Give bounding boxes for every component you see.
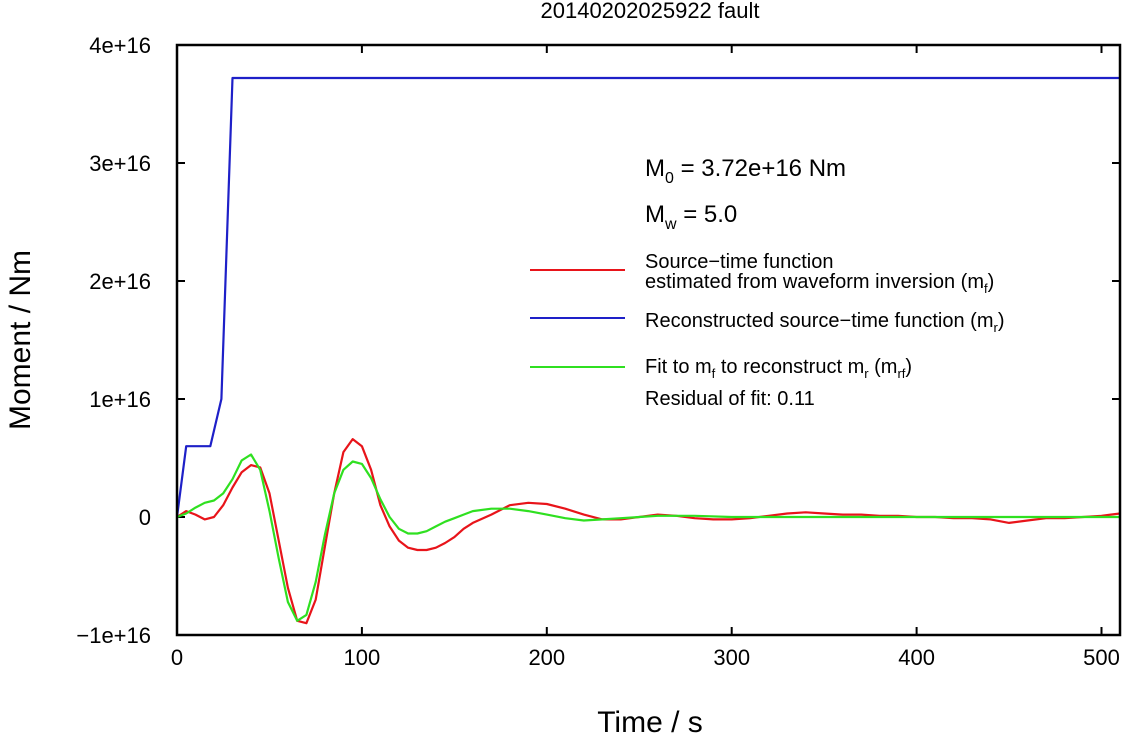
plot-frame [175,43,1122,637]
x-tick-label: 400 [898,645,935,670]
y-tick-label: −1e+16 [76,623,151,648]
x-tick-label: 300 [713,645,750,670]
series-line-mrf [177,453,1120,622]
y-axis-ticks: −1e+16 0 1e+16 2e+16 3e+16 4e+16 [76,33,1120,648]
x-axis-label: Time / s [597,706,703,735]
legend-mf-line1: Source−time function [645,251,833,273]
series-line-mr [177,76,1120,518]
series-lines [177,76,1120,625]
x-axis-ticks: 0 100 200 300 400 500 [171,45,1120,670]
y-axis-label: Moment / Nm [4,250,37,430]
residual-annotation: Residual of fit: 0.11 [645,388,815,410]
legend-mrf: Fit to mf to reconstruct mr (mrf) [645,356,912,381]
y-tick-label: 0 [139,505,151,530]
legend-mr: Reconstructed source−time function (mr) [645,310,1005,335]
x-tick-label: 0 [171,645,183,670]
y-tick-label: 3e+16 [89,151,151,176]
y-tick-label: 4e+16 [89,33,151,58]
m0-annotation: M0 = 3.72e+16 Nm [645,155,846,187]
legend: Source−time function estimated from wave… [530,251,1005,410]
x-tick-label: 200 [528,645,565,670]
y-tick-label: 2e+16 [89,269,151,294]
x-tick-label: 500 [1083,645,1120,670]
x-tick-label: 100 [344,645,381,670]
y-tick-label: 1e+16 [89,387,151,412]
chart-title: 20140202025922 fault [541,0,760,23]
mw-annotation: Mw = 5.0 [645,201,737,233]
legend-mf-line2: estimated from waveform inversion (mf) [645,271,994,296]
